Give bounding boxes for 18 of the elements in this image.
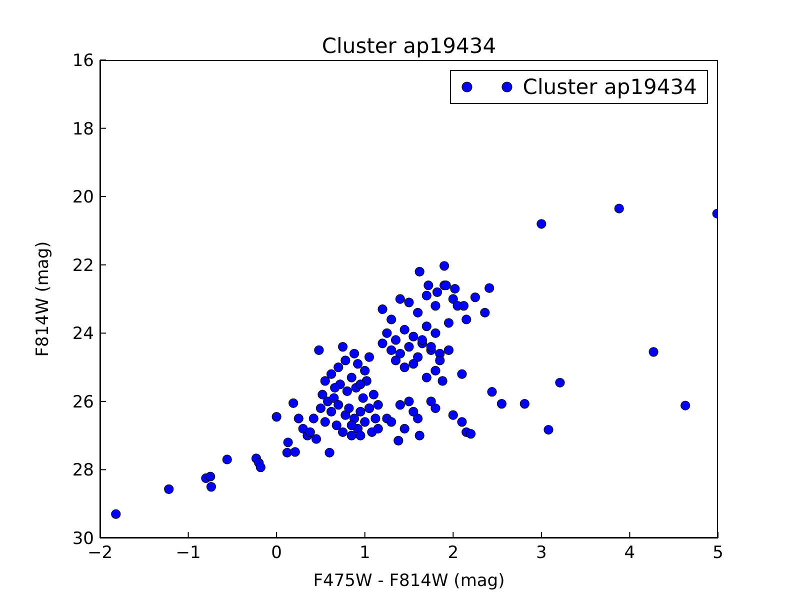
x-tick-label: 4 (624, 543, 636, 564)
y-tick-label: 22 (72, 256, 94, 276)
x-tick-label: 3 (536, 543, 547, 564)
legend-label: Cluster ap19434 (522, 75, 697, 99)
y-tick-label: 26 (72, 392, 94, 412)
x-tick-label: 5 (712, 543, 724, 564)
x-tick-label: −1 (176, 543, 201, 564)
y-tick-label: 18 (72, 119, 94, 140)
x-tick-label: 2 (448, 543, 459, 564)
y-tick-label: 20 (72, 188, 94, 208)
y-axis-title: F814W (mag) (33, 241, 54, 357)
x-tick-label: 0 (271, 543, 282, 564)
x-tick-label: 1 (359, 543, 370, 564)
y-tick-label: 24 (72, 324, 94, 344)
x-axis-title: F475W - F814W (mag) (313, 571, 505, 591)
y-tick-label: 16 (72, 51, 94, 72)
chart-title: Cluster ap19434 (320, 34, 498, 58)
y-tick-label: 28 (72, 460, 94, 481)
